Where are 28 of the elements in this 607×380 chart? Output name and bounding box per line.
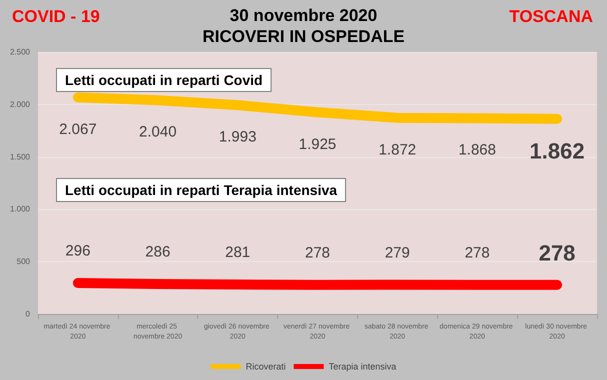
data-label: 2.067 [59,120,97,138]
data-label: 1.872 [378,141,416,158]
data-label: 1.993 [218,128,256,146]
data-label: 286 [145,244,170,261]
data-label: 1.868 [458,142,496,159]
data-label: 1.925 [298,136,336,153]
data-label: 281 [225,244,250,262]
y-tick-label: 1.500 [10,152,31,162]
chart-subtitle: RICOVERI IN OSPEDALE [202,27,405,46]
annotation: Letti occupati in reparti Covid [65,72,263,88]
data-label: 296 [65,242,90,260]
data-label: 278 [304,244,330,262]
text: TOSCANA [509,7,594,26]
data-label: 278 [464,244,490,262]
annotation: Letti occupati in reparti Terapia intensiva [65,182,338,198]
y-tick-label: 500 [16,257,31,266]
data-label: 279 [384,244,410,262]
text: COVID - 19 [12,7,100,26]
y-tick-label: 2.000 [10,100,31,109]
chart-title: 30 novembre 2020 [230,6,378,25]
legend-label: Ricoverati [246,362,286,372]
data-label: 1.862 [530,138,585,164]
legend-label: Terapia intensiva [328,362,396,372]
y-tick-label: 0 [26,310,31,318]
y-tick-label: 1.000 [10,204,31,214]
y-tick-label: 2.500 [10,48,31,56]
data-label: 2.040 [139,124,177,141]
data-label: 278 [538,240,576,266]
